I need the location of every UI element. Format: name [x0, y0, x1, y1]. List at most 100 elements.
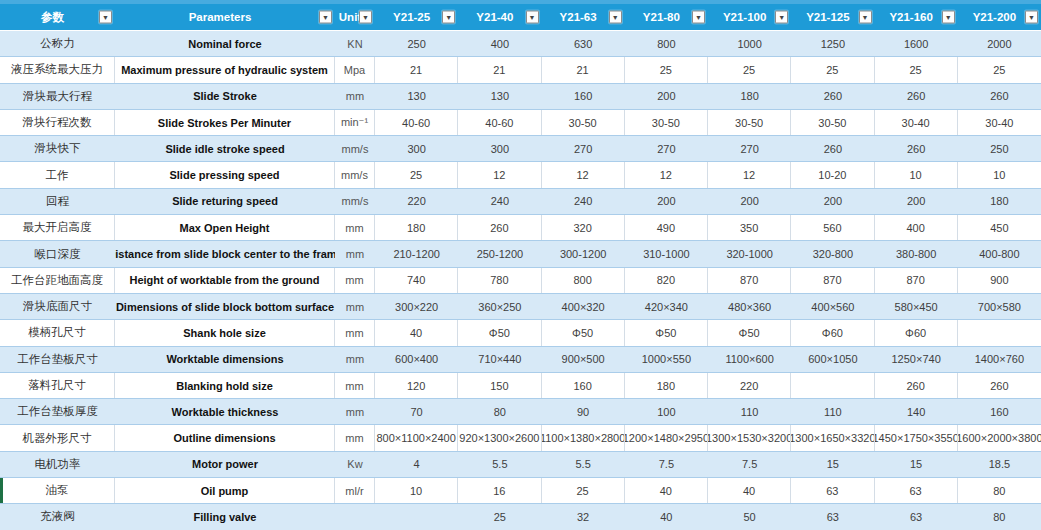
value-cell-y21-80[interactable]: Φ50	[625, 320, 708, 345]
value-cell-y21-100[interactable]: 1000	[708, 31, 791, 56]
value-cell-y21-80[interactable]: 12	[625, 162, 708, 187]
value-cell-y21-200[interactable]: 30-40	[958, 110, 1041, 135]
unit-cell[interactable]: ml/r	[335, 478, 375, 503]
value-cell-y21-200[interactable]: 400-800	[958, 241, 1041, 266]
value-cell-y21-40[interactable]: 240	[458, 189, 541, 214]
value-cell-y21-160[interactable]: Φ60	[875, 320, 958, 345]
value-cell-y21-80[interactable]: 420×340	[625, 294, 708, 319]
value-cell-y21-40[interactable]: 80	[458, 399, 541, 424]
param-name-en-cell[interactable]: Slide Stroke	[115, 84, 335, 109]
param-name-en-cell[interactable]: Oil pump	[115, 478, 335, 503]
value-cell-y21-63[interactable]: 21	[542, 57, 625, 82]
value-cell-y21-25[interactable]: 70	[375, 399, 458, 424]
value-cell-y21-80[interactable]: 1200×1480×2950	[625, 425, 708, 450]
value-cell-y21-125[interactable]: 1250	[791, 31, 874, 56]
value-cell-y21-25[interactable]: 300	[375, 136, 458, 161]
value-cell-y21-200[interactable]	[958, 320, 1041, 345]
value-cell-y21-100[interactable]: 30-50	[708, 110, 791, 135]
value-cell-y21-100[interactable]: 270	[708, 136, 791, 161]
param-name-en-cell[interactable]: Worktable thickness	[115, 399, 335, 424]
filter-button-y21-40[interactable]: ▼	[526, 11, 539, 24]
value-cell-y21-25[interactable]: 250	[375, 31, 458, 56]
value-cell-y21-200[interactable]: 900	[958, 268, 1041, 293]
value-cell-y21-40[interactable]: 5.5	[458, 452, 541, 477]
value-cell-y21-100[interactable]: 480×360	[708, 294, 791, 319]
value-cell-y21-80[interactable]: 100	[625, 399, 708, 424]
value-cell-y21-63[interactable]: 270	[542, 136, 625, 161]
value-cell-y21-100[interactable]: 12	[708, 162, 791, 187]
value-cell-y21-25[interactable]: 25	[375, 162, 458, 187]
value-cell-y21-63[interactable]: 800	[542, 268, 625, 293]
value-cell-y21-80[interactable]: 180	[625, 373, 708, 398]
value-cell-y21-160[interactable]: 1600	[875, 31, 958, 56]
value-cell-y21-80[interactable]: 7.5	[625, 452, 708, 477]
value-cell-y21-100[interactable]: 7.5	[708, 452, 791, 477]
param-name-cn-cell[interactable]: 滑块快下	[0, 136, 115, 161]
value-cell-y21-125[interactable]: 400×560	[791, 294, 874, 319]
param-name-cn-cell[interactable]: 油泵	[0, 478, 115, 503]
value-cell-y21-25[interactable]: 210-1200	[375, 241, 458, 266]
value-cell-y21-160[interactable]: 580×450	[875, 294, 958, 319]
param-name-cn-cell[interactable]: 滑块行程次数	[0, 110, 115, 135]
param-name-cn-cell[interactable]: 最大开启高度	[0, 215, 115, 240]
value-cell-y21-160[interactable]: 260	[875, 373, 958, 398]
header-cell-y21-125[interactable]: Y21-125▼	[791, 4, 874, 30]
value-cell-y21-100[interactable]: Φ50	[708, 320, 791, 345]
header-cell-y21-80[interactable]: Y21-80▼	[625, 4, 708, 30]
filter-button-unit[interactable]: ▼	[359, 11, 372, 24]
value-cell-y21-63[interactable]: 5.5	[542, 452, 625, 477]
value-cell-y21-25[interactable]: 10	[375, 478, 458, 503]
value-cell-y21-200[interactable]: 10	[958, 162, 1041, 187]
value-cell-y21-63[interactable]: 160	[542, 373, 625, 398]
value-cell-y21-160[interactable]: 10	[875, 162, 958, 187]
value-cell-y21-160[interactable]: 140	[875, 399, 958, 424]
unit-cell[interactable]: mm/s	[335, 189, 375, 214]
value-cell-y21-160[interactable]: 15	[875, 452, 958, 477]
value-cell-y21-25[interactable]: 120	[375, 373, 458, 398]
value-cell-y21-80[interactable]: 40	[625, 478, 708, 503]
filter-button-y21-80[interactable]: ▼	[692, 11, 705, 24]
param-name-en-cell[interactable]: Filling valve	[115, 504, 335, 529]
value-cell-y21-160[interactable]: 400	[875, 215, 958, 240]
unit-cell[interactable]: Kw	[335, 452, 375, 477]
value-cell-y21-25[interactable]: 21	[375, 57, 458, 82]
value-cell-y21-125[interactable]: 260	[791, 84, 874, 109]
value-cell-y21-40[interactable]: 260	[458, 215, 541, 240]
unit-cell[interactable]	[335, 504, 375, 529]
value-cell-y21-160[interactable]: 380-800	[875, 241, 958, 266]
value-cell-y21-25[interactable]	[375, 504, 458, 529]
value-cell-y21-40[interactable]: 300	[458, 136, 541, 161]
value-cell-y21-80[interactable]: 25	[625, 57, 708, 82]
value-cell-y21-63[interactable]: 320	[542, 215, 625, 240]
value-cell-y21-100[interactable]: 40	[708, 478, 791, 503]
value-cell-y21-200[interactable]: 250	[958, 136, 1041, 161]
value-cell-y21-200[interactable]: 2000	[958, 31, 1041, 56]
value-cell-y21-40[interactable]: 25	[458, 504, 541, 529]
header-cell-y21-25[interactable]: Y21-25▼	[375, 4, 458, 30]
value-cell-y21-125[interactable]: 30-50	[791, 110, 874, 135]
value-cell-y21-100[interactable]: 320-1000	[708, 241, 791, 266]
value-cell-y21-125[interactable]: 110	[791, 399, 874, 424]
value-cell-y21-160[interactable]: 63	[875, 504, 958, 529]
value-cell-y21-63[interactable]: Φ50	[542, 320, 625, 345]
value-cell-y21-125[interactable]: Φ60	[791, 320, 874, 345]
unit-cell[interactable]: mm	[335, 399, 375, 424]
filter-button-y21-100[interactable]: ▼	[775, 11, 788, 24]
filter-button-en[interactable]: ▼	[319, 11, 332, 24]
value-cell-y21-160[interactable]: 30-40	[875, 110, 958, 135]
filter-button-y21-63[interactable]: ▼	[609, 11, 622, 24]
param-name-en-cell[interactable]: Distance from slide block center to the …	[115, 241, 335, 266]
value-cell-y21-63[interactable]: 90	[542, 399, 625, 424]
value-cell-y21-40[interactable]: 21	[458, 57, 541, 82]
value-cell-y21-160[interactable]: 25	[875, 57, 958, 82]
value-cell-y21-200[interactable]: 1400×760	[958, 347, 1041, 372]
value-cell-y21-125[interactable]	[791, 373, 874, 398]
value-cell-y21-160[interactable]: 1250×740	[875, 347, 958, 372]
value-cell-y21-63[interactable]: 630	[542, 31, 625, 56]
unit-cell[interactable]: min⁻¹	[335, 110, 375, 135]
value-cell-y21-200[interactable]: 180	[958, 189, 1041, 214]
value-cell-y21-40[interactable]: 12	[458, 162, 541, 187]
unit-cell[interactable]: mm	[335, 268, 375, 293]
unit-cell[interactable]: mm/s	[335, 162, 375, 187]
value-cell-y21-80[interactable]: 490	[625, 215, 708, 240]
